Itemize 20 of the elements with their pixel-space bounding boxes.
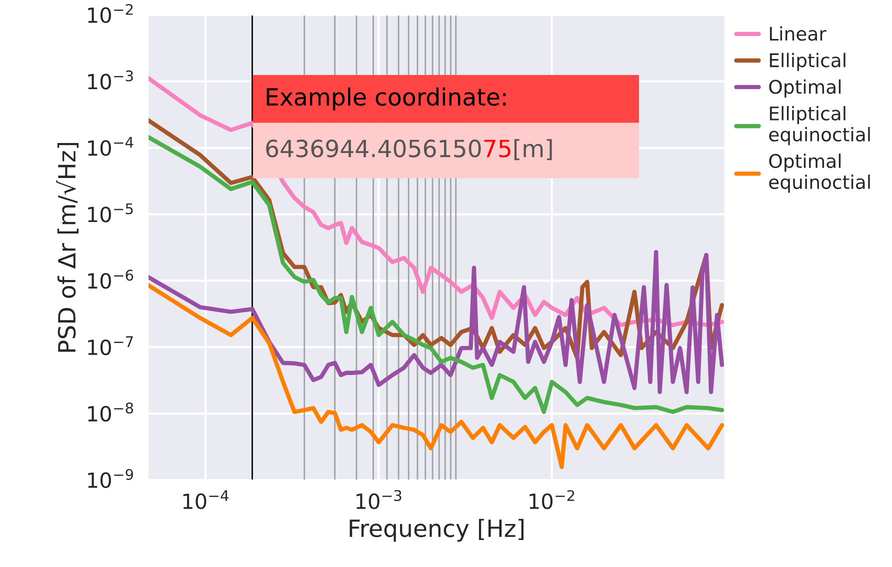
annotation: 6436944.405615075[m]	[266, 139, 552, 160]
legend-label: Optimal	[769, 79, 841, 98]
legend-label: Optimal equinoctial	[769, 154, 870, 193]
y-tick-label: 10$^{−2}$	[88, 4, 133, 24]
legend-label: Linear	[770, 26, 826, 41]
x-axis-title: Frequency [Hz]	[350, 518, 524, 542]
y-tick-label: 10$^{−3}$	[88, 70, 133, 90]
y-tick-label: 10$^{−6}$	[88, 270, 134, 289]
y-tick-label: 10$^{−8}$	[88, 402, 134, 422]
x-tick-label: 10$^{−2}$	[530, 490, 574, 510]
annotation: Example coordinate:	[266, 88, 506, 110]
x-tick-label: 10$^{−3}$	[356, 490, 402, 510]
y-tick-label: 10$^{−4}$	[88, 137, 134, 156]
x-tick-label: 10$^{−4}$	[183, 490, 228, 510]
legend-label: Elliptical equinoctial	[769, 106, 870, 146]
y-axis-title: PSD of Δr [m/√Hz]	[56, 142, 78, 352]
y-tick-label: 10$^{−9}$	[88, 468, 134, 488]
legend-label: Elliptical	[770, 52, 846, 71]
y-tick-label: 10$^{−5}$	[88, 203, 133, 222]
y-tick-label: 10$^{−7}$	[88, 336, 133, 356]
